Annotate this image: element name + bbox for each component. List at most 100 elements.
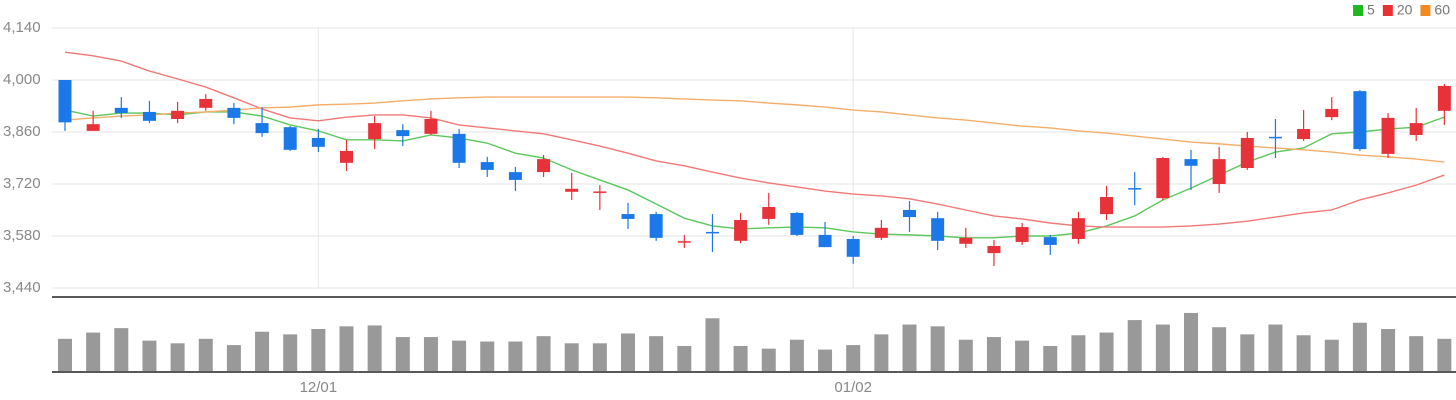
candle-body <box>311 137 325 147</box>
x-tick-label: 01/02 <box>834 379 872 396</box>
candle-body <box>452 133 466 163</box>
candle-body <box>846 238 860 257</box>
candle-body <box>1409 123 1423 135</box>
volume-bar <box>705 318 720 371</box>
candle-body <box>1325 108 1339 118</box>
volume-bar <box>86 332 101 371</box>
candle-body <box>114 107 128 114</box>
candle-body <box>1381 117 1395 154</box>
y-tick-label: 3,860 <box>3 123 41 140</box>
volume-bar <box>958 339 973 371</box>
candle-body <box>987 246 1001 254</box>
volume-bar <box>1268 324 1283 371</box>
y-tick-label: 3,580 <box>3 227 41 244</box>
candle-body <box>227 107 241 118</box>
y-tick-label: 3,720 <box>3 175 41 192</box>
candle-body <box>1043 237 1057 245</box>
volume-bar <box>508 341 523 371</box>
candle-body <box>1297 129 1311 140</box>
candle-body <box>537 159 551 173</box>
candle-body <box>1128 188 1142 190</box>
candle-body <box>1437 85 1451 111</box>
candle-body <box>424 119 438 134</box>
candle-body <box>1353 91 1367 150</box>
volume-bar <box>395 337 410 371</box>
candle-body <box>1212 159 1226 184</box>
candle-body <box>874 227 888 238</box>
volume-bar <box>1409 336 1424 371</box>
volume-bar <box>1155 324 1170 371</box>
volume-bar <box>452 340 467 371</box>
volume-bar <box>339 326 354 371</box>
volume-bar <box>311 329 326 371</box>
candle-body <box>480 162 494 170</box>
candle-body <box>396 130 410 137</box>
volume-bar <box>1099 332 1114 371</box>
volume-bar <box>1437 338 1452 371</box>
volume-bar <box>564 343 579 371</box>
volume-bar <box>1352 322 1367 371</box>
volume-bar <box>930 326 945 371</box>
volume-bar <box>58 338 72 371</box>
candle-body <box>1100 197 1114 215</box>
candle-body <box>1071 218 1085 239</box>
volume-bar <box>846 345 861 371</box>
y-tick-label: 4,000 <box>3 71 41 88</box>
volume-bar <box>1127 320 1142 371</box>
candle-body <box>818 234 832 248</box>
candle-body <box>1184 159 1198 166</box>
candle-body <box>593 191 607 193</box>
y-tick-label: 4,140 <box>3 19 41 36</box>
volume-bar <box>986 337 1001 371</box>
volume-bar <box>283 334 298 371</box>
x-tick-label: 12/01 <box>300 379 338 396</box>
volume-bar <box>761 348 776 371</box>
volume-bar <box>226 345 241 371</box>
volume-bar <box>1071 335 1086 371</box>
volume-bar <box>480 341 495 371</box>
candle-body <box>1240 137 1254 169</box>
volume-bar <box>423 337 438 371</box>
candle-body <box>1015 227 1029 242</box>
volume-bar <box>1043 345 1058 371</box>
candle-body <box>58 80 72 123</box>
volume-bar <box>114 328 129 371</box>
moving-average-line <box>64 51 1445 228</box>
candle-body <box>677 241 691 243</box>
volume-bar <box>621 333 635 371</box>
volume-bar <box>1324 339 1339 371</box>
legend: 60 20 5 <box>1353 2 1450 18</box>
volume-bar <box>789 339 804 371</box>
moving-average-line <box>64 109 1445 239</box>
volume-bar <box>142 340 157 371</box>
volume-bar <box>170 343 185 371</box>
candle-body <box>508 172 522 180</box>
legend-swatch <box>1382 5 1393 16</box>
candle-body <box>283 127 297 150</box>
volume-bar <box>733 345 748 371</box>
legend-swatch <box>1353 5 1364 16</box>
candle-body <box>199 98 213 108</box>
candle-body <box>649 214 663 238</box>
legend-label: 20 <box>1397 2 1413 18</box>
candle-body <box>86 124 100 131</box>
volume-bar <box>1212 327 1227 371</box>
volume-bar <box>818 349 833 371</box>
volume-bar <box>536 336 551 371</box>
volume-bar <box>649 336 664 371</box>
candle-body <box>903 210 916 218</box>
candle-body <box>705 231 719 234</box>
volume-bar <box>1184 312 1198 371</box>
volume-bar <box>367 325 382 371</box>
candle-body <box>340 150 353 163</box>
candle-body <box>142 111 156 121</box>
candle-body <box>621 214 635 219</box>
candle-body <box>931 218 945 241</box>
candle-body <box>790 212 804 235</box>
volume-bar <box>1240 334 1255 371</box>
volume-bar <box>592 343 607 371</box>
candle-body <box>734 220 748 241</box>
volume-bar <box>677 345 692 371</box>
legend-label: 5 <box>1367 2 1375 18</box>
